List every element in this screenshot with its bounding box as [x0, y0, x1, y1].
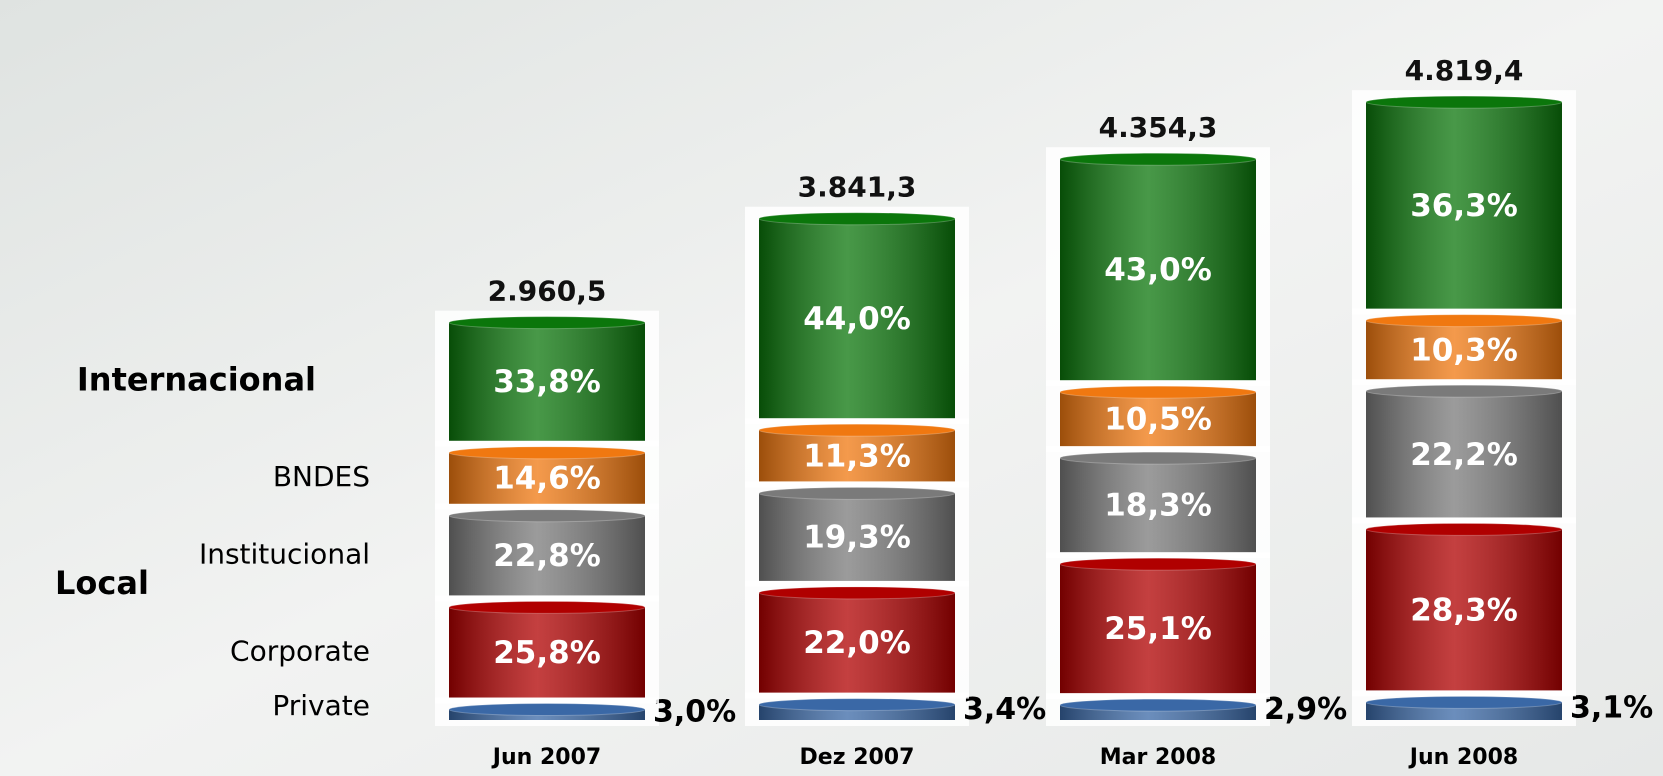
- data-label: 3,1%: [1570, 691, 1653, 726]
- legend-label: Private: [272, 689, 370, 722]
- bar-top: [758, 586, 956, 600]
- bar-segment: [448, 509, 646, 596]
- bar-top: [1059, 451, 1257, 465]
- bar-shade: [449, 322, 645, 441]
- data-label: 11,3%: [803, 438, 911, 474]
- bar-top: [758, 486, 956, 500]
- data-label: 3,4%: [963, 692, 1046, 727]
- bar-top: [1365, 695, 1563, 709]
- data-label: 14,6%: [493, 461, 601, 497]
- data-label: 25,1%: [1104, 611, 1212, 647]
- data-label: 22,2%: [1410, 437, 1518, 473]
- bar-segment: [758, 486, 956, 581]
- total-label: 4.354,3: [1099, 111, 1218, 144]
- bar-top: [1059, 557, 1257, 571]
- x-tick-label: Mar 2008: [1100, 745, 1216, 770]
- bar-top: [1365, 314, 1563, 328]
- bar-segment: [758, 423, 956, 482]
- bar-shade: [759, 493, 955, 581]
- group-label: Local: [55, 564, 149, 602]
- bar-top: [758, 698, 956, 712]
- bar-top: [1059, 385, 1257, 399]
- data-label: 10,5%: [1104, 402, 1212, 438]
- bar-segment: [1365, 95, 1563, 309]
- bar-top: [1365, 95, 1563, 109]
- bar-top: [448, 509, 646, 523]
- total-label: 4.819,4: [1405, 54, 1524, 87]
- data-label: 22,0%: [803, 625, 911, 661]
- data-label: 43,0%: [1104, 252, 1212, 288]
- bar-shade: [759, 430, 955, 482]
- bar-shade: [1060, 159, 1256, 381]
- bar-segment: [1365, 522, 1563, 691]
- bar-segment: [1059, 698, 1257, 720]
- bar-top: [448, 703, 646, 717]
- bar-shade: [1366, 320, 1562, 380]
- x-tick-label: Dez 2007: [800, 745, 915, 770]
- bar-segment: [758, 212, 956, 419]
- legend-label: BNDES: [273, 460, 370, 493]
- data-label: 36,3%: [1410, 188, 1518, 224]
- data-label: 44,0%: [803, 301, 911, 337]
- bar-top: [448, 316, 646, 330]
- bar-segment: [1059, 451, 1257, 553]
- x-tick-label: Jun 2007: [491, 745, 601, 770]
- bar-shade: [1060, 458, 1256, 553]
- bar-top: [758, 423, 956, 437]
- bar-shade: [1060, 392, 1256, 447]
- bar-segment: [448, 600, 646, 698]
- data-label: 3,0%: [653, 694, 736, 729]
- data-label: 18,3%: [1104, 488, 1212, 524]
- bar-segment: [1365, 314, 1563, 380]
- total-label: 3.841,3: [798, 171, 917, 204]
- data-label: 19,3%: [803, 520, 911, 556]
- bar-top: [448, 446, 646, 460]
- bar-top: [448, 600, 646, 614]
- bar-segment: [448, 446, 646, 504]
- bar-top: [758, 212, 956, 226]
- bar-segment: [758, 698, 956, 720]
- bar-segment: [1059, 385, 1257, 447]
- bar-shade: [1366, 529, 1562, 691]
- bar-segment: [1059, 152, 1257, 381]
- bar-top: [1365, 384, 1563, 398]
- bar-segment: [448, 703, 646, 720]
- bar-top: [1365, 522, 1563, 536]
- bar-segment: [1365, 695, 1563, 720]
- data-label: 28,3%: [1410, 592, 1518, 628]
- bar-shade: [449, 515, 645, 596]
- data-label: 2,9%: [1264, 692, 1347, 727]
- legend-label: Internacional: [77, 361, 316, 399]
- data-label: 10,3%: [1410, 332, 1518, 368]
- bar-segment: [1059, 557, 1257, 694]
- bar-segment: [758, 586, 956, 693]
- x-tick-label: Jun 2008: [1408, 745, 1518, 770]
- bar-shade: [449, 607, 645, 698]
- bar-segment: [448, 316, 646, 441]
- legend-label: Corporate: [230, 634, 370, 667]
- bar-shade: [759, 592, 955, 693]
- legend-label: Institucional: [199, 538, 370, 571]
- bar-top: [1059, 698, 1257, 712]
- bar-shade: [1366, 391, 1562, 518]
- bar-shade: [1060, 564, 1256, 694]
- data-label: 25,8%: [493, 635, 601, 671]
- bar-shade: [1366, 102, 1562, 309]
- bar-shade: [759, 218, 955, 419]
- bar-top: [1059, 152, 1257, 166]
- data-label: 33,8%: [493, 364, 601, 400]
- data-label: 22,8%: [493, 538, 601, 574]
- total-label: 2.960,5: [488, 275, 607, 308]
- bar-segment: [1365, 384, 1563, 518]
- bar-shade: [449, 452, 645, 504]
